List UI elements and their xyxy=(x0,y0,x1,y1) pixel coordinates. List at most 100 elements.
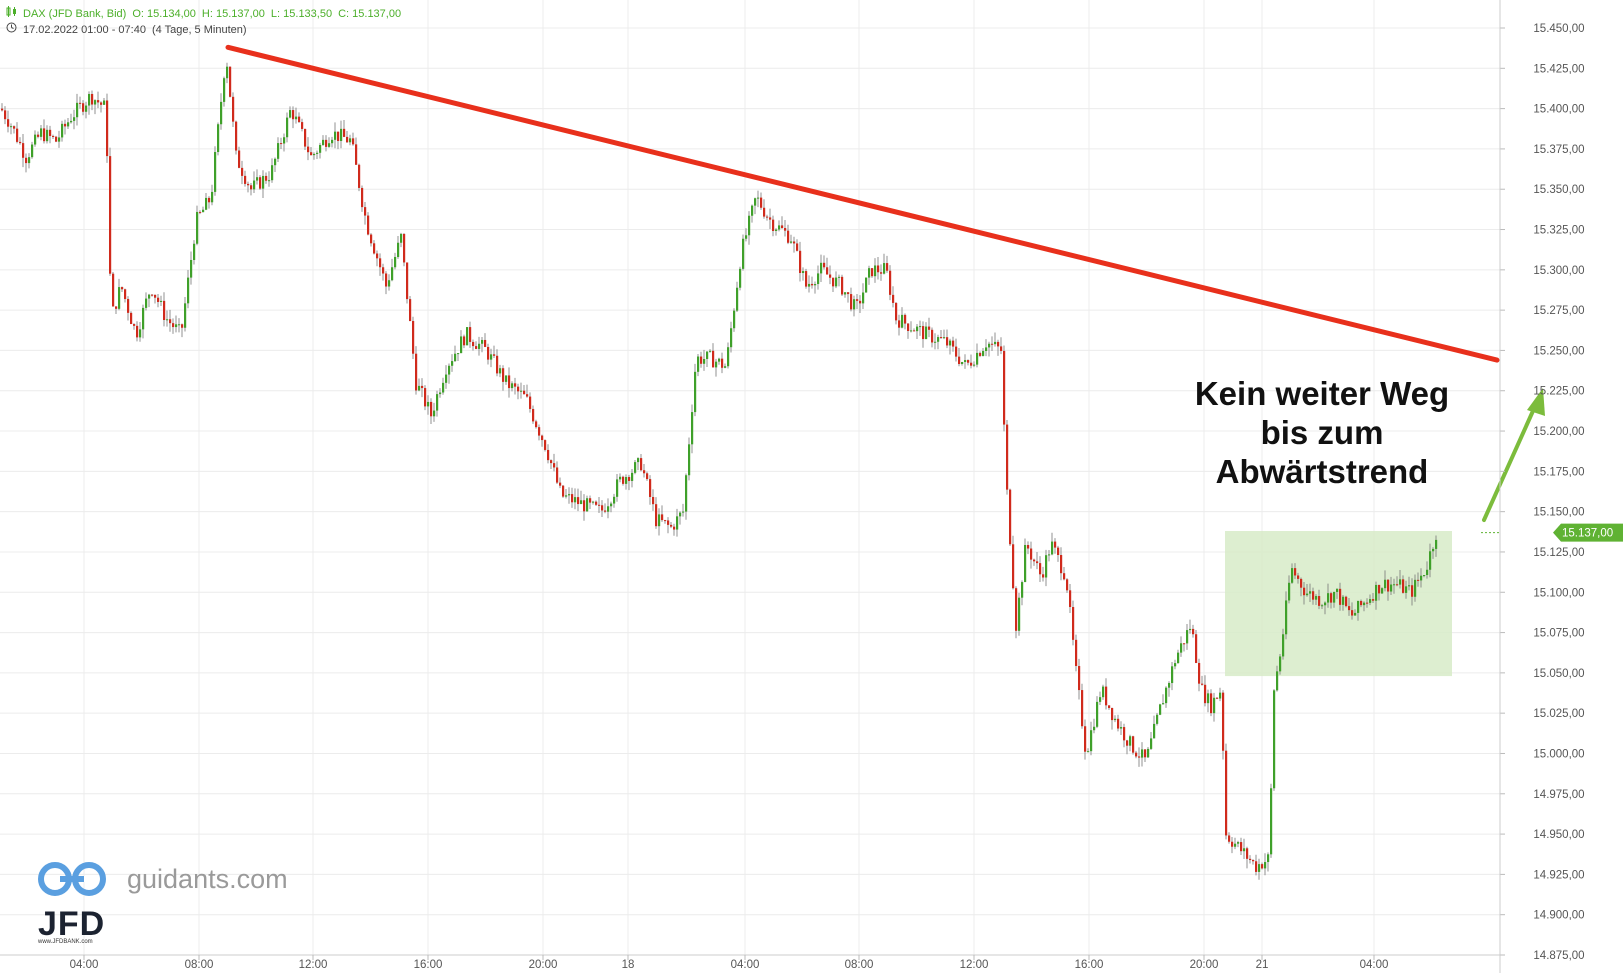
candle-body xyxy=(733,310,736,329)
candle-body xyxy=(577,497,580,505)
candle-body xyxy=(61,123,64,138)
candle-body xyxy=(988,343,991,348)
y-tick-label: 14.875,00 xyxy=(1533,950,1584,962)
candle-body xyxy=(25,157,28,164)
candle-body xyxy=(1393,584,1396,586)
candle-body xyxy=(1339,588,1342,605)
candle-body xyxy=(145,298,148,308)
candle-body xyxy=(1357,600,1360,613)
candle-body xyxy=(13,126,16,129)
candle-body xyxy=(1342,596,1345,605)
candle-body xyxy=(496,355,499,374)
candle-body xyxy=(181,324,184,328)
candle-body xyxy=(340,128,343,141)
candle-body xyxy=(1063,573,1066,580)
annotation-line-2: bis zum xyxy=(1260,414,1384,451)
candle-body xyxy=(31,144,34,158)
x-tick-label: 08:00 xyxy=(185,959,214,971)
candle-body xyxy=(481,339,484,344)
candle-body xyxy=(655,504,658,527)
candle-body xyxy=(940,337,943,339)
candle-body xyxy=(829,274,832,278)
candle-body xyxy=(244,175,247,184)
candle-body xyxy=(1378,584,1381,594)
y-tick-label: 15.250,00 xyxy=(1533,345,1584,357)
candle-body xyxy=(1324,602,1327,606)
candle-body xyxy=(799,250,802,274)
candle-body xyxy=(1147,748,1150,758)
candle-body xyxy=(1420,575,1423,581)
candle-body xyxy=(457,353,460,355)
candle-body xyxy=(493,354,496,356)
candle-body xyxy=(982,350,985,356)
candle-body xyxy=(499,368,502,374)
candle-body xyxy=(1156,714,1159,724)
candle-body xyxy=(220,101,223,125)
candle-body xyxy=(1270,788,1273,855)
candle-body xyxy=(1030,548,1033,560)
candle-body xyxy=(196,211,199,244)
candle-body xyxy=(862,292,865,304)
candle-body xyxy=(676,516,679,530)
candle-body xyxy=(1159,704,1162,715)
candle-body xyxy=(421,385,424,389)
candle-body xyxy=(964,360,967,363)
candle-body xyxy=(1216,697,1219,699)
candle-body xyxy=(1306,593,1309,596)
candle-body xyxy=(1108,705,1111,708)
candle-body xyxy=(910,330,913,332)
candle-body xyxy=(1354,612,1357,616)
candle-body xyxy=(1144,749,1147,758)
candle-body xyxy=(1078,666,1081,691)
y-tick-label: 15.400,00 xyxy=(1533,104,1584,116)
candle-body xyxy=(1168,683,1171,688)
candle-body xyxy=(1087,751,1090,753)
candle-body xyxy=(127,299,130,313)
candle-body xyxy=(622,476,625,484)
candle-body xyxy=(1261,864,1264,869)
downtrend-line xyxy=(225,44,1500,363)
candle-body xyxy=(109,156,112,274)
candle-body xyxy=(1432,548,1435,552)
candle-body xyxy=(823,262,826,268)
y-tick-label: 15.000,00 xyxy=(1533,748,1584,760)
candle-body xyxy=(1360,600,1363,606)
y-tick-label: 15.275,00 xyxy=(1533,305,1584,317)
candle-body xyxy=(1132,736,1135,753)
candle-body xyxy=(82,103,85,112)
candle-body xyxy=(1111,707,1114,721)
candle-body xyxy=(508,375,511,389)
candle-body xyxy=(955,346,958,357)
candle-body xyxy=(991,343,994,345)
open-value: O: 15.134,00 xyxy=(132,8,196,20)
guidants-logo-icon xyxy=(38,860,108,903)
candle-body xyxy=(382,267,385,274)
candle-body xyxy=(865,277,868,293)
candle-body xyxy=(757,197,760,199)
candle-body xyxy=(262,175,265,189)
candle-body xyxy=(553,463,556,468)
candle-body xyxy=(124,289,127,300)
candle-body xyxy=(688,444,691,476)
candle-body xyxy=(1042,574,1045,578)
candle-body xyxy=(943,337,946,339)
candle-body xyxy=(775,229,778,232)
candle-body xyxy=(706,351,709,359)
candle-body xyxy=(724,366,727,368)
candle-body xyxy=(967,360,970,363)
candle-body xyxy=(1282,634,1285,657)
candle-body xyxy=(1069,590,1072,608)
candle-body xyxy=(850,294,853,310)
candle-body xyxy=(1417,579,1420,581)
candle-body xyxy=(334,131,337,140)
x-tick-label: 20:00 xyxy=(529,959,558,971)
candle-body xyxy=(1138,756,1141,758)
candle-body xyxy=(985,347,988,351)
candle-body xyxy=(1099,697,1102,702)
candle-body xyxy=(94,100,97,105)
candle-body xyxy=(835,277,838,287)
candle-body xyxy=(1126,740,1129,746)
candle-body xyxy=(397,242,400,257)
candle-body xyxy=(556,467,559,483)
candle-body xyxy=(85,105,88,112)
